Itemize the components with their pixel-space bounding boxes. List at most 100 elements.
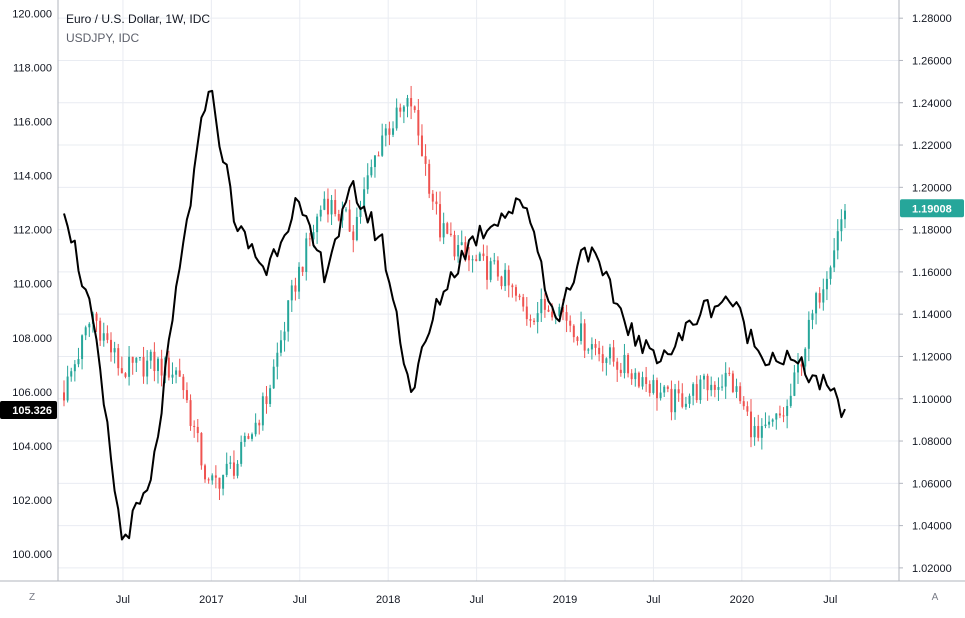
eurusd-candle <box>659 382 662 401</box>
candle-body <box>692 384 695 396</box>
candle-body <box>182 376 185 391</box>
candle-body <box>167 357 170 378</box>
candle-body <box>160 358 163 376</box>
candle-body <box>135 357 138 363</box>
candle-body <box>674 389 677 413</box>
last-price-badge <box>900 199 964 218</box>
eurusd-candle <box>760 418 763 450</box>
eurusd-candle <box>113 341 116 364</box>
eurusd-candle <box>796 353 799 384</box>
candle-body <box>355 216 358 241</box>
candle-body <box>149 351 152 361</box>
candle-body <box>70 371 73 377</box>
candle-body <box>102 333 105 341</box>
eurusd-candle <box>345 207 348 213</box>
candle-body <box>786 405 789 416</box>
candle-body <box>757 425 760 438</box>
eurusd-candle <box>410 85 413 120</box>
candle-body <box>598 347 601 355</box>
eurusd-candle <box>702 373 705 390</box>
candle-body <box>778 413 781 416</box>
candle-body <box>771 419 774 422</box>
eurusd-candle <box>70 367 73 382</box>
eurusd-candle <box>251 432 254 442</box>
candle-body <box>807 319 810 349</box>
eurusd-candle <box>623 343 626 379</box>
eurusd-candle <box>641 371 644 390</box>
eurusd-candle <box>236 460 239 479</box>
eurusd-candle <box>265 385 268 414</box>
candle-body <box>254 422 257 435</box>
candle-body <box>377 155 380 157</box>
candle-body <box>558 306 561 316</box>
eurusd-candle <box>185 382 188 403</box>
candle-body <box>637 372 640 387</box>
candle-body <box>420 135 423 157</box>
eurusd-candle <box>428 159 431 199</box>
candle-body <box>721 386 724 388</box>
eurusd-candle <box>305 232 308 281</box>
eurusd-candle <box>739 382 742 404</box>
eurusd-candle <box>735 378 738 399</box>
main-series-title: Euro / U.S. Dollar, 1W, IDC <box>66 12 211 26</box>
candle-body <box>511 285 514 288</box>
eurusd-candle <box>413 105 416 113</box>
candle-body <box>829 267 832 279</box>
right-tick-label: 1.12000 <box>912 351 952 363</box>
candle-body <box>684 403 687 407</box>
candle-body <box>232 462 235 476</box>
eurusd-candle <box>467 246 470 272</box>
eurusd-candle <box>301 266 304 276</box>
eurusd-candle <box>674 383 677 420</box>
candle-body <box>742 401 745 407</box>
candle-body <box>294 285 297 292</box>
eurusd-candle <box>645 366 648 392</box>
candle-body <box>146 360 149 377</box>
candle-body <box>561 306 564 313</box>
candle-body <box>175 370 178 375</box>
left-tick-label: 106.000 <box>12 387 52 399</box>
eurusd-candle <box>193 420 196 438</box>
candle-body <box>225 463 228 475</box>
chart-legend: Euro / U.S. Dollar, 1W, IDC USDJPY, IDC <box>66 10 210 48</box>
candle-body <box>319 209 322 217</box>
candle-body <box>551 311 554 318</box>
candle-body <box>298 266 301 292</box>
left-tick-label: 114.000 <box>13 171 52 183</box>
eurusd-candle <box>612 340 615 367</box>
candle-body <box>471 259 474 261</box>
candle-body <box>204 465 207 480</box>
candle-body <box>366 175 369 190</box>
candle-body <box>207 479 210 481</box>
candle-body <box>623 354 626 374</box>
candle-body <box>655 380 658 399</box>
candle-body <box>240 441 243 464</box>
candle-body <box>308 238 311 240</box>
time-zone-button[interactable]: Z <box>28 592 36 603</box>
candle-body <box>659 392 662 399</box>
eurusd-candle <box>120 356 123 374</box>
usdjpy-line <box>63 89 846 541</box>
eurusd-candle <box>128 345 131 386</box>
eurusd-candle <box>63 380 65 407</box>
auto-scale-button[interactable]: A <box>931 592 939 603</box>
candle-body <box>605 358 608 364</box>
candle-body <box>222 474 225 489</box>
eurusd-candle <box>261 392 264 431</box>
eurusd-candle <box>95 311 98 332</box>
candle-body <box>128 356 131 377</box>
candle-body <box>695 384 698 401</box>
eurusd-candle <box>453 230 456 261</box>
eurusd-candle <box>146 350 149 385</box>
eurusd-candle <box>175 367 178 384</box>
candle-body <box>359 208 362 217</box>
eurusd-candle <box>782 407 785 423</box>
eurusd-candle <box>815 291 818 325</box>
eurusd-candle <box>818 287 821 309</box>
eurusd-candle <box>569 315 572 333</box>
candle-body <box>775 413 778 420</box>
candle-body <box>417 110 420 136</box>
candle-body <box>370 167 373 176</box>
